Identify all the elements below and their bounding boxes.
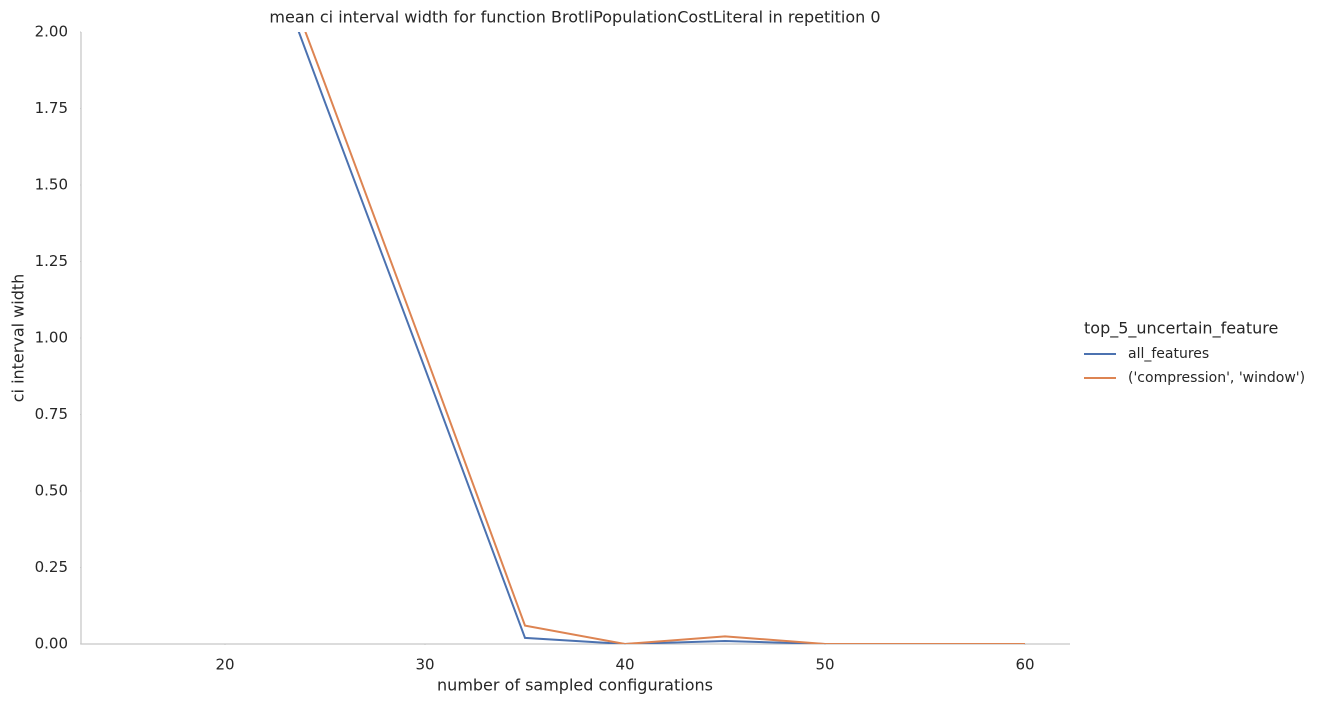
y-axis-label: ci interval width (9, 274, 28, 403)
y-tick-label: 0.25 (35, 558, 68, 576)
x-tick-label: 50 (815, 656, 834, 674)
x-axis-label: number of sampled configurations (437, 676, 713, 695)
series-line (304, 32, 1025, 644)
y-tick-label: 0.50 (35, 482, 68, 500)
y-tick-label: 2.00 (35, 23, 68, 41)
legend-title: top_5_uncertain_feature (1084, 319, 1278, 339)
legend-label: ('compression', 'window') (1128, 370, 1305, 386)
y-tick-label: 0.00 (35, 635, 68, 653)
x-tick-label: 60 (1015, 656, 1034, 674)
y-tick-label: 1.50 (35, 176, 68, 194)
x-tick-label: 30 (415, 656, 434, 674)
y-tick-label: 1.75 (35, 99, 68, 117)
y-tick-label: 0.75 (35, 405, 68, 423)
x-tick-label: 20 (215, 656, 234, 674)
plot-area (297, 32, 1025, 644)
series-line (297, 32, 1025, 644)
y-tick-label: 1.25 (35, 252, 68, 270)
chart-title: mean ci interval width for function Brot… (269, 8, 880, 27)
x-tick-label: 40 (615, 656, 634, 674)
y-tick-label: 1.00 (35, 329, 68, 347)
legend-label: all_features (1128, 346, 1209, 362)
